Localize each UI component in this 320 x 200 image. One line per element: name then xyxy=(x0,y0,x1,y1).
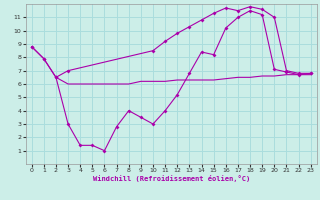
X-axis label: Windchill (Refroidissement éolien,°C): Windchill (Refroidissement éolien,°C) xyxy=(92,175,250,182)
